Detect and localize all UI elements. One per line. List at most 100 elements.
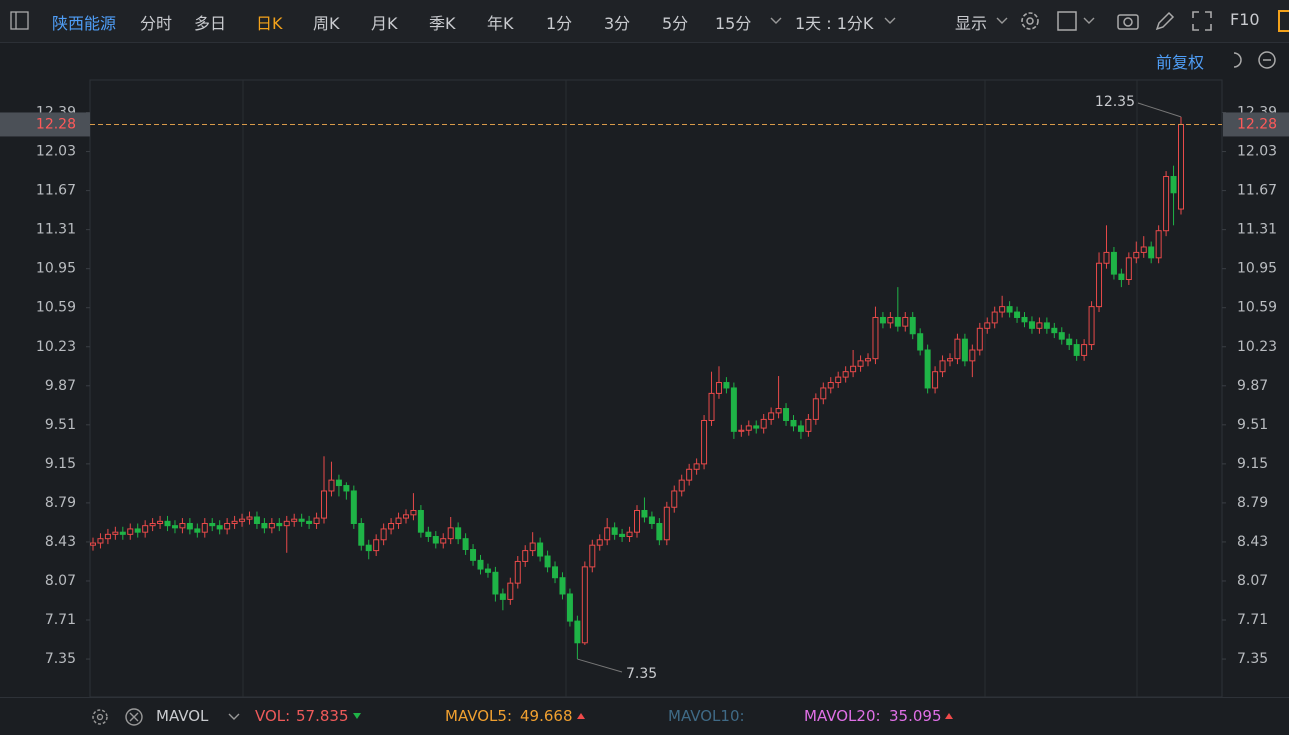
candle-body (462, 538, 469, 551)
side-tab[interactable] (1278, 10, 1289, 32)
period-tab[interactable]: 多日 (194, 14, 227, 33)
candle-body (887, 316, 894, 324)
candle-body (1155, 230, 1162, 259)
camera-icon[interactable] (1116, 10, 1140, 32)
y-tick-label: 11.67 (1237, 183, 1277, 199)
fullscreen-icon[interactable] (1191, 10, 1213, 32)
period-tab[interactable]: 15分 (715, 14, 752, 33)
candle-body (611, 527, 618, 535)
candle-body (917, 333, 924, 351)
chevron[interactable] (770, 16, 782, 26)
draw-icon[interactable] (1154, 10, 1176, 32)
candle-body (402, 514, 409, 519)
candle-body (447, 527, 454, 540)
period-tab[interactable]: 月K (371, 14, 398, 33)
sidebar-icon[interactable] (10, 11, 30, 31)
y-tick-label: 9.87 (45, 378, 76, 394)
candle-body (171, 525, 178, 529)
period-tab[interactable]: 年K (487, 14, 514, 33)
y-tick-label: 7.71 (1237, 612, 1268, 628)
y-tick-label: 8.43 (1237, 534, 1268, 550)
candle-body (939, 360, 946, 373)
candle-body (566, 593, 573, 622)
y-tick-label: 8.43 (45, 534, 76, 550)
y-tick-label: 12.03 (36, 144, 76, 160)
y-tick-label: 10.95 (1237, 261, 1277, 277)
indicator-icons[interactable] (90, 706, 146, 728)
display-menu[interactable]: 显示 (955, 14, 988, 33)
period-tab[interactable]: 日K (256, 14, 283, 33)
candle-body (999, 306, 1006, 313)
candle-body (589, 544, 596, 568)
y-tick-label: 8.79 (1237, 495, 1268, 511)
stock-name[interactable]: 陕西能源 (52, 14, 117, 33)
candle-body (261, 523, 268, 529)
candle-body (1140, 246, 1147, 253)
candle-body (902, 316, 909, 327)
last-price-tag (1223, 112, 1289, 137)
candle-body (678, 479, 685, 492)
candle-body (946, 358, 953, 362)
adjust-mode[interactable]: 前复权 (1156, 53, 1205, 72)
chevron[interactable] (228, 712, 240, 722)
y-tick-label: 8.79 (45, 495, 76, 511)
chevron[interactable] (996, 16, 1008, 26)
max-pointer (1137, 102, 1182, 118)
settings-icon[interactable] (1019, 10, 1041, 32)
candle-body (954, 338, 961, 360)
candle-body (857, 360, 864, 367)
candle-body (1163, 176, 1170, 232)
candle-body (775, 408, 782, 414)
indicator-name[interactable]: MAVOL (156, 707, 209, 725)
candle-body (328, 479, 335, 492)
candle-body (656, 523, 663, 541)
candle-body (321, 490, 328, 519)
interval-select[interactable]: 1天 : 1分K (795, 14, 874, 33)
period-tab[interactable]: 5分 (662, 14, 689, 33)
candle-body (701, 419, 708, 465)
candle-body (432, 536, 439, 544)
ma5-value: 49.668 (520, 707, 573, 725)
period-tab[interactable]: 3分 (604, 14, 631, 33)
candle-body (1110, 251, 1117, 275)
candle-body (768, 412, 775, 420)
candle-body (1073, 344, 1080, 356)
candle-body (1043, 322, 1050, 329)
candle-body (760, 418, 767, 429)
candle-body (209, 523, 216, 527)
layout-icon[interactable] (1056, 10, 1100, 32)
candle-body (730, 387, 737, 432)
candle-body (1118, 273, 1125, 281)
period-tab[interactable]: 周K (313, 14, 340, 33)
candle-body (1103, 251, 1110, 264)
candle-body (291, 518, 298, 522)
candle-body (969, 349, 976, 362)
y-tick-label: 8.07 (1237, 573, 1268, 589)
f10-button[interactable]: F10 (1230, 10, 1260, 29)
candle-body (268, 523, 275, 529)
candle-body (179, 523, 186, 529)
y-tick-label: 8.07 (45, 573, 76, 589)
candle-body (1170, 176, 1177, 194)
candle-body (641, 509, 648, 518)
chart-controls[interactable] (1228, 49, 1288, 71)
candle-body (1066, 338, 1073, 346)
candle-body (827, 382, 834, 389)
period-tab[interactable]: 季K (429, 14, 456, 33)
y-tick-label: 10.59 (1237, 300, 1277, 316)
candle-body (850, 365, 857, 373)
candle-body (119, 531, 126, 535)
candle-body (872, 316, 879, 360)
candle-body (909, 316, 916, 335)
y-tick-label: 7.35 (1237, 651, 1268, 667)
last-price-label: 12.28 (1237, 116, 1277, 132)
period-tab[interactable]: 分时 (140, 14, 173, 33)
candle-body (865, 358, 872, 362)
candle-body (559, 577, 566, 595)
y-tick-label: 11.31 (1237, 222, 1277, 238)
candle-body (991, 311, 998, 324)
chevron[interactable] (884, 16, 896, 26)
candle-body (1028, 321, 1035, 329)
period-tab[interactable]: 1分 (546, 14, 573, 33)
candle-body (663, 506, 670, 541)
